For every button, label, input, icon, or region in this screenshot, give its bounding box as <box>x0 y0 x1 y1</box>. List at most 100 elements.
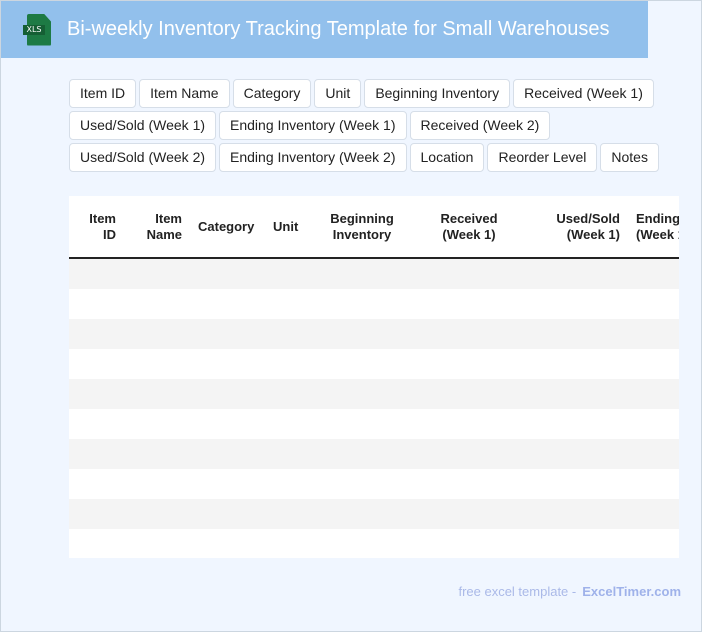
table-cell[interactable] <box>124 439 190 469</box>
table-cell[interactable] <box>521 409 628 439</box>
table-cell[interactable] <box>124 499 190 529</box>
field-chip[interactable]: Category <box>232 79 312 108</box>
table-cell[interactable] <box>521 289 628 319</box>
table-cell[interactable] <box>417 529 521 558</box>
table-cell[interactable] <box>417 319 521 349</box>
page-title: Bi-weekly Inventory Tracking Template fo… <box>67 18 610 40</box>
table-cell[interactable] <box>521 439 628 469</box>
table-cell[interactable] <box>307 379 417 409</box>
field-chip[interactable]: Location <box>409 143 485 172</box>
table-cell[interactable] <box>521 349 628 379</box>
field-chip[interactable]: Ending Inventory (Week 2) <box>219 143 407 172</box>
field-chip[interactable]: Used/Sold (Week 1) <box>69 111 217 140</box>
table-cell[interactable] <box>265 439 307 469</box>
table-cell[interactable] <box>307 258 417 289</box>
table-cell[interactable] <box>307 529 417 558</box>
table-cell[interactable] <box>417 439 521 469</box>
table-cell[interactable] <box>190 499 265 529</box>
table-cell[interactable] <box>265 319 307 349</box>
table-cell[interactable] <box>69 319 124 349</box>
table-cell[interactable] <box>417 349 521 379</box>
table-cell[interactable] <box>124 529 190 558</box>
footer-brand-link[interactable]: ExcelTimer.com <box>582 584 681 599</box>
table-cell[interactable] <box>417 289 521 319</box>
column-header: Beginning Inventory <box>307 196 417 259</box>
field-chip[interactable]: Used/Sold (Week 2) <box>69 143 217 172</box>
table-cell[interactable] <box>124 379 190 409</box>
table-cell[interactable] <box>124 289 190 319</box>
table-cell[interactable] <box>628 409 679 439</box>
table-cell[interactable] <box>628 379 679 409</box>
table-cell[interactable] <box>521 258 628 289</box>
table-cell[interactable] <box>124 409 190 439</box>
field-chip[interactable]: Item ID <box>69 79 137 108</box>
table-cell[interactable] <box>69 258 124 289</box>
field-chip[interactable]: Received (Week 2) <box>409 111 551 140</box>
field-chip[interactable]: Notes <box>600 143 659 172</box>
table-cell[interactable] <box>190 469 265 499</box>
table-cell[interactable] <box>521 469 628 499</box>
table-cell[interactable] <box>265 529 307 558</box>
table-cell[interactable] <box>628 319 679 349</box>
table-cell[interactable] <box>69 529 124 558</box>
table-cell[interactable] <box>628 289 679 319</box>
table-cell[interactable] <box>265 349 307 379</box>
table-cell[interactable] <box>265 499 307 529</box>
table-cell[interactable] <box>69 289 124 319</box>
table-cell[interactable] <box>190 439 265 469</box>
field-chip[interactable]: Item Name <box>139 79 230 108</box>
table-cell[interactable] <box>628 439 679 469</box>
table-cell[interactable] <box>521 499 628 529</box>
table-cell[interactable] <box>417 469 521 499</box>
table-cell[interactable] <box>521 529 628 558</box>
field-chip[interactable]: Unit <box>314 79 362 108</box>
table-cell[interactable] <box>265 409 307 439</box>
table-cell[interactable] <box>417 409 521 439</box>
table-cell[interactable] <box>521 379 628 409</box>
table-cell[interactable] <box>307 439 417 469</box>
table-cell[interactable] <box>69 439 124 469</box>
table-cell[interactable] <box>265 289 307 319</box>
table-cell[interactable] <box>190 349 265 379</box>
table-cell[interactable] <box>124 349 190 379</box>
chip-row: Used/Sold (Week 1) Ending Inventory (Week… <box>69 111 689 140</box>
table-cell[interactable] <box>628 529 679 558</box>
table-cell[interactable] <box>628 499 679 529</box>
table-cell[interactable] <box>69 469 124 499</box>
table-cell[interactable] <box>190 529 265 558</box>
table-cell[interactable] <box>190 409 265 439</box>
column-header: Ending Inventory (Week 1) <box>628 196 679 259</box>
field-chip[interactable]: Received (Week 1) <box>513 79 654 108</box>
field-chip[interactable]: Reorder Level <box>487 143 598 172</box>
table-cell[interactable] <box>69 409 124 439</box>
table-cell[interactable] <box>190 379 265 409</box>
table-cell[interactable] <box>190 289 265 319</box>
table-cell[interactable] <box>521 319 628 349</box>
table-cell[interactable] <box>190 319 265 349</box>
table-cell[interactable] <box>307 409 417 439</box>
table-cell[interactable] <box>628 469 679 499</box>
table-cell[interactable] <box>307 349 417 379</box>
chip-row: Item ID Item Name Category Unit Beginning In… <box>69 79 689 108</box>
table-cell[interactable] <box>417 379 521 409</box>
table-cell[interactable] <box>307 469 417 499</box>
table-cell[interactable] <box>190 258 265 289</box>
table-cell[interactable] <box>69 499 124 529</box>
table-cell[interactable] <box>307 319 417 349</box>
table-cell[interactable] <box>69 349 124 379</box>
field-chip[interactable]: Ending Inventory (Week 1) <box>219 111 407 140</box>
table-cell[interactable] <box>307 499 417 529</box>
table-cell[interactable] <box>124 258 190 289</box>
table-cell[interactable] <box>124 319 190 349</box>
table-cell[interactable] <box>417 499 521 529</box>
table-cell[interactable] <box>124 469 190 499</box>
field-chip[interactable]: Beginning Inventory <box>364 79 511 108</box>
table-cell[interactable] <box>265 258 307 289</box>
table-cell[interactable] <box>417 258 521 289</box>
table-cell[interactable] <box>265 469 307 499</box>
table-cell[interactable] <box>307 289 417 319</box>
table-cell[interactable] <box>628 258 679 289</box>
table-cell[interactable] <box>265 379 307 409</box>
table-cell[interactable] <box>69 379 124 409</box>
table-cell[interactable] <box>628 349 679 379</box>
